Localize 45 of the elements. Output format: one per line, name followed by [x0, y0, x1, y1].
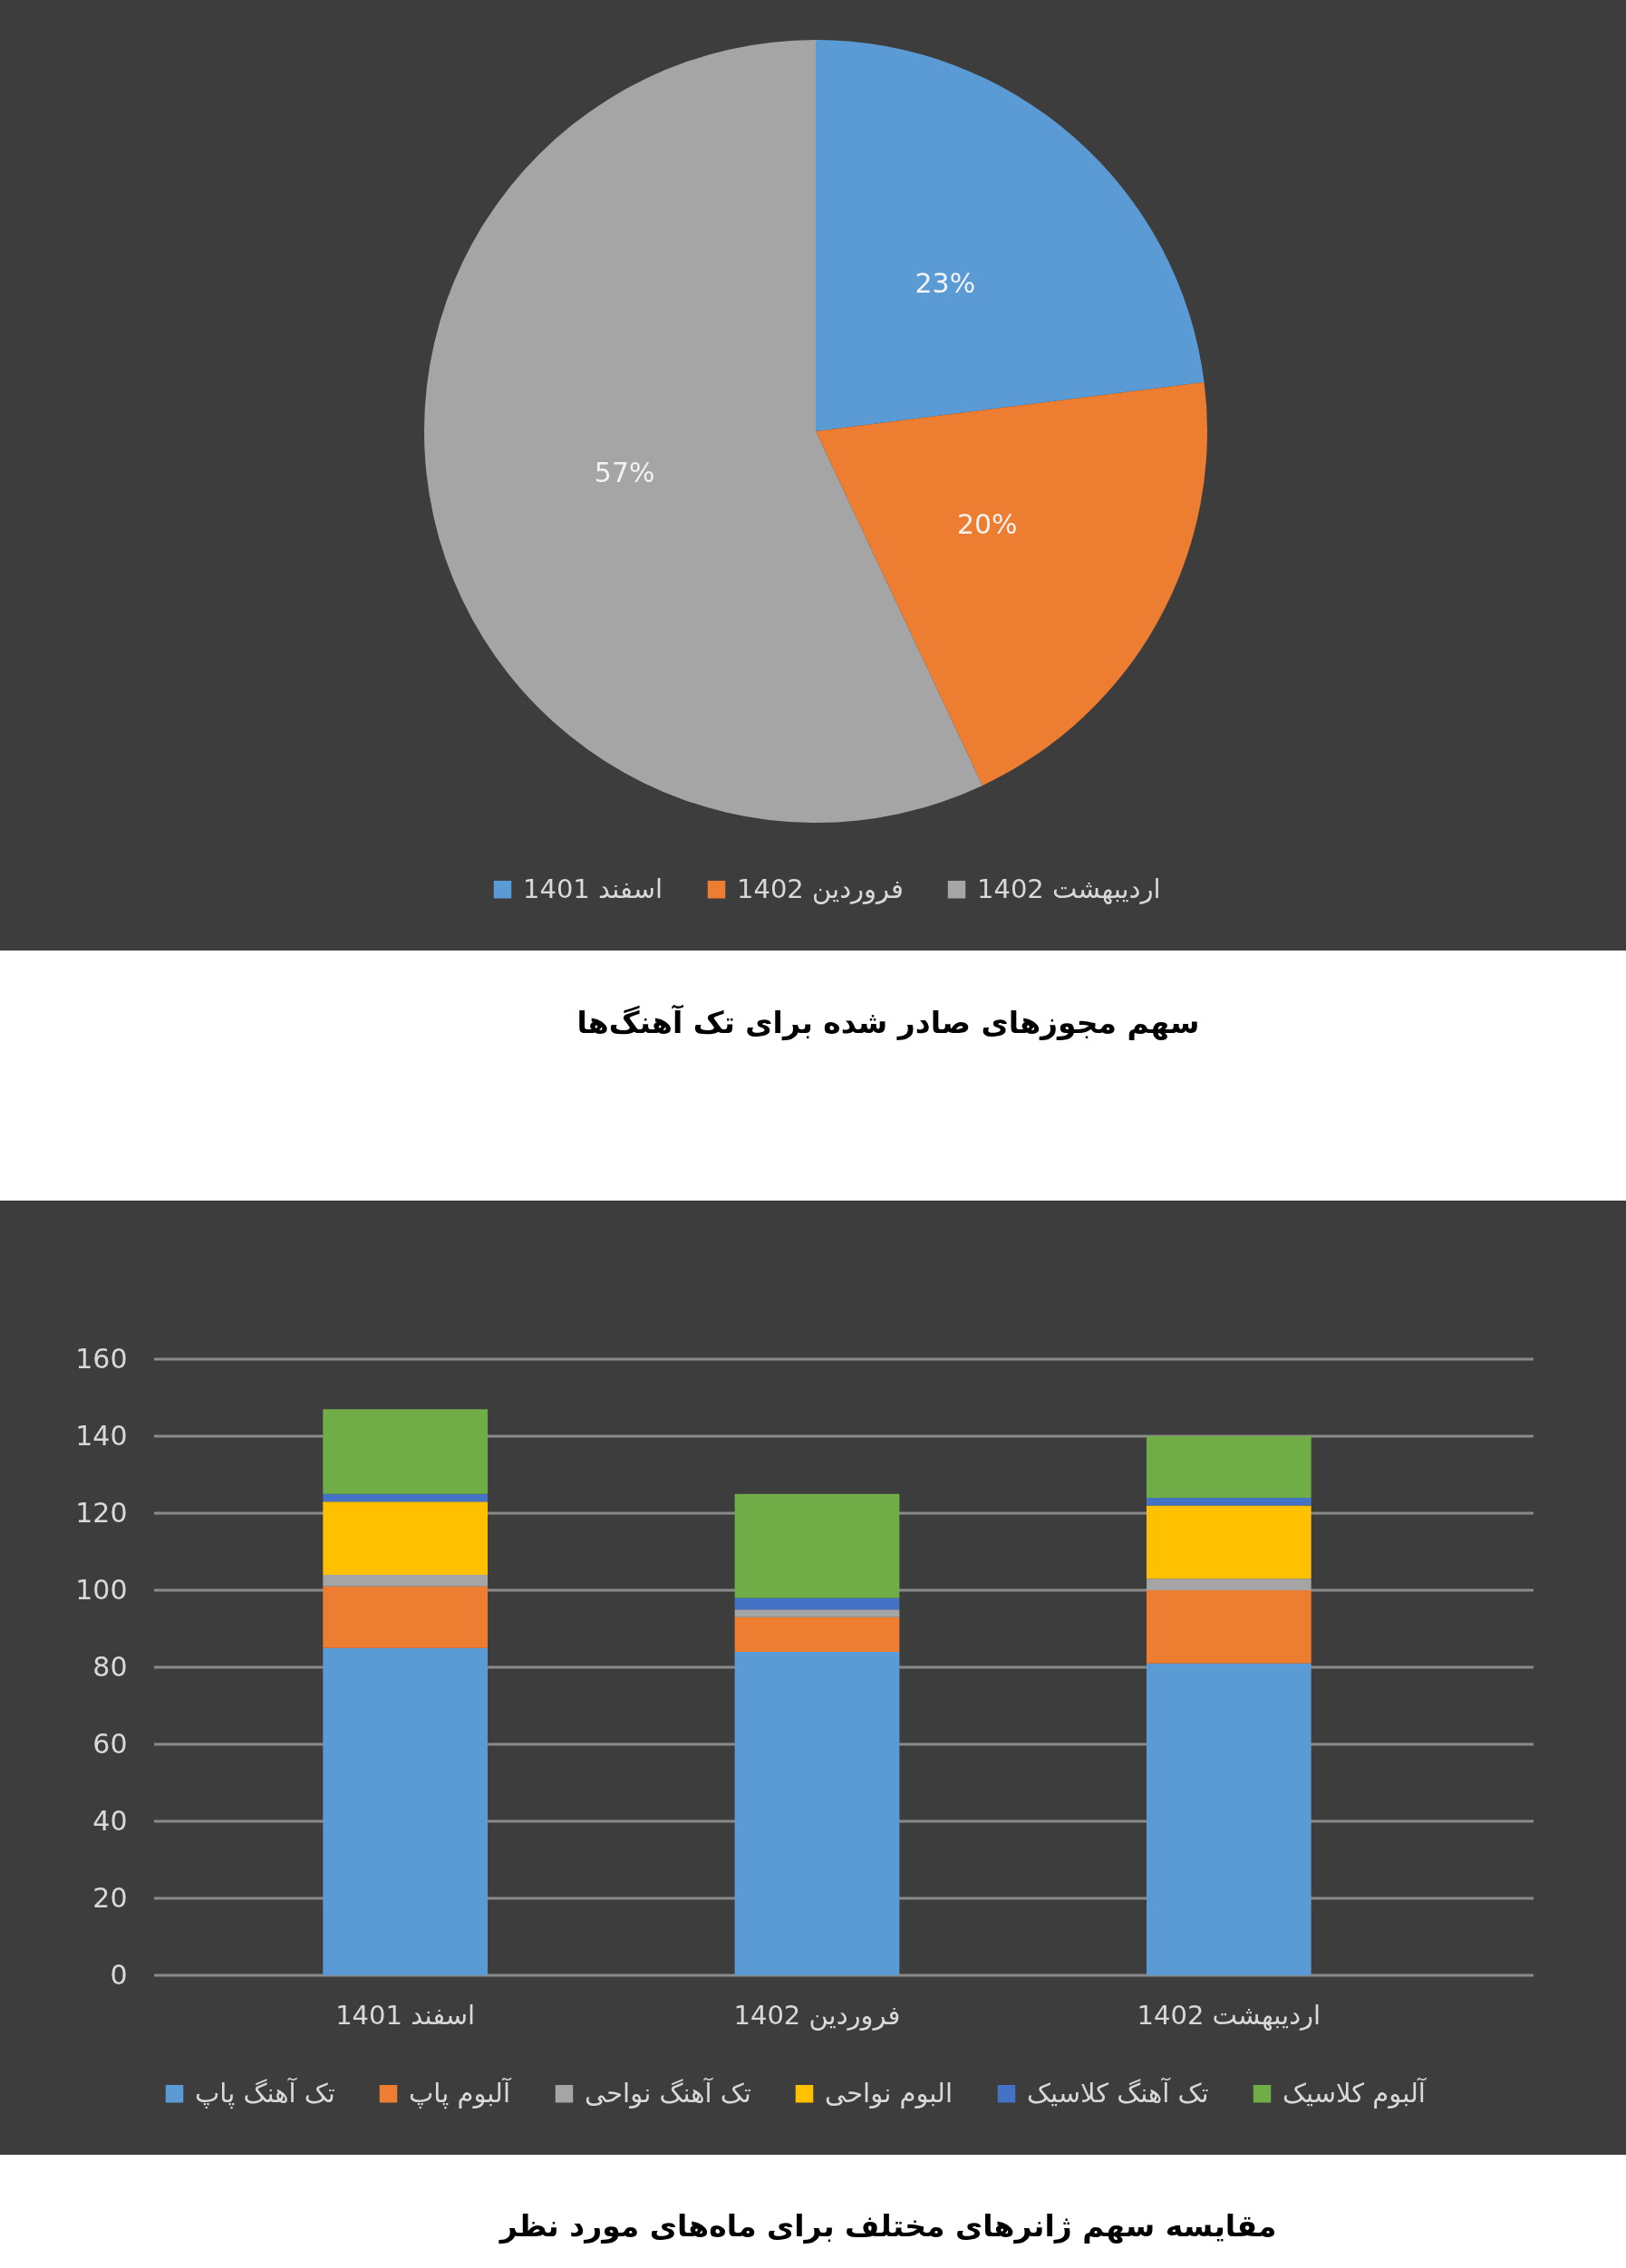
x-tick-label: اسفند 1401: [335, 1999, 476, 2031]
bar: [734, 1652, 900, 1975]
y-tick-label: 140: [75, 1419, 128, 1452]
bar: [734, 1597, 900, 1610]
x-tick-label: اردیبهشت 1402: [1137, 1999, 1321, 2031]
y-tick-label: 60: [92, 1727, 128, 1760]
legend-label: اسفند 1401: [523, 873, 663, 904]
bar: [1146, 1436, 1311, 1498]
bar: [323, 1575, 489, 1587]
y-tick-label: 100: [75, 1573, 128, 1606]
x-tick-label: فروردین 1402: [733, 1999, 901, 2031]
data-label: 23%: [915, 266, 976, 299]
bar: [1146, 1505, 1311, 1579]
legend-label: اردیبهشت 1402: [977, 873, 1161, 904]
bar: [734, 1617, 900, 1652]
legend-label: فروردین 1402: [737, 873, 904, 904]
bar: [1146, 1663, 1311, 1975]
text: مقایسه سهم ژانرهای مختلف برای ماه‌های مورد نظر: [498, 2208, 1277, 2244]
legend-label: تک آهنگ پاپ: [195, 2076, 335, 2109]
legend-label: آلبوم کلاسیک: [1282, 2076, 1428, 2109]
legend-label: البوم نواحی: [825, 2077, 953, 2109]
data-label: 20%: [956, 508, 1018, 541]
y-tick-label: 160: [75, 1342, 128, 1375]
y-tick-label: 120: [75, 1496, 128, 1529]
pie-slice: [816, 381, 1207, 786]
bar: [1146, 1590, 1311, 1664]
y-tick-label: 0: [110, 1958, 128, 1991]
y-tick-label: 80: [92, 1650, 128, 1683]
bar: [1146, 1578, 1311, 1590]
y-tick-label: 20: [92, 1881, 128, 1914]
y-tick-label: 40: [92, 1804, 128, 1837]
data-label: 57%: [594, 457, 655, 489]
legend-label: تک آهنگ کلاسیک: [1027, 2076, 1209, 2109]
bar: [734, 1609, 900, 1617]
bar: [323, 1586, 489, 1648]
bar: [323, 1501, 489, 1575]
bar: [734, 1493, 900, 1598]
pie-slice: [816, 40, 1205, 431]
bar: [1146, 1498, 1311, 1506]
legend-label: آلبوم پاپ: [409, 2076, 512, 2109]
text: سهم مجوزهای صادر شده برای تک آهنگ‌ها: [576, 1004, 1200, 1041]
bar: [323, 1647, 489, 1975]
bar: [323, 1409, 489, 1494]
bar: [323, 1493, 489, 1502]
legend-label: تک آهنگ نواحی: [585, 2076, 751, 2109]
